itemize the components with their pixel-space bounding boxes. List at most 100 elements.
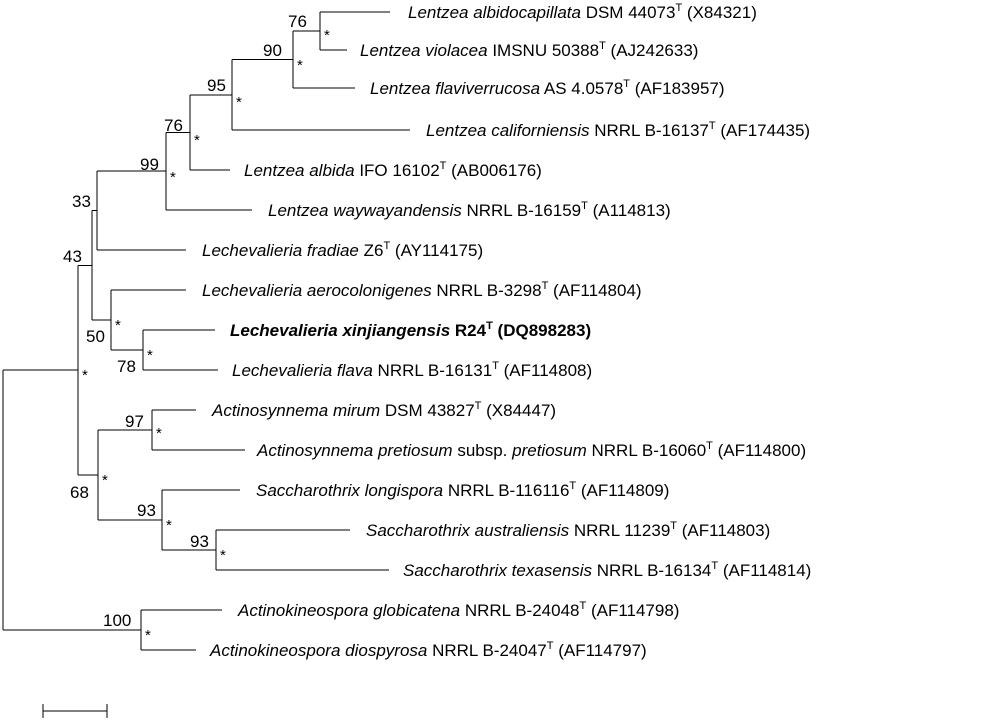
type-strain-marker: T [475, 400, 482, 412]
taxon-label: Lentzea violacea IMSNU 50388T (AJ242633) [360, 40, 698, 60]
taxon-accession: (AY114175) [390, 241, 483, 260]
taxon-label: Saccharothrix australiensis NRRL 11239T … [366, 520, 770, 540]
taxon-accession: (AF114808) [499, 361, 592, 380]
type-strain-marker: T [440, 160, 447, 172]
taxon-name: Lechevalieria fradiae [202, 241, 359, 260]
taxon-subspecies: pretiosum [511, 441, 587, 460]
taxon-strain: NRRL B-16134 [592, 561, 711, 580]
taxon-strain: DSM 43827 [380, 401, 475, 420]
node-star-marker: * [166, 517, 172, 534]
taxon-accession: (A114813) [588, 201, 671, 220]
taxon-name: Lentzea flaviverrucosa [370, 79, 540, 98]
taxon-label: Actinokineospora diospyrosa NRRL B-24047… [209, 640, 647, 660]
taxon-accession: (AF174435) [716, 121, 811, 140]
type-strain-marker: T [599, 40, 606, 52]
taxon-label: Lechevalieria aerocolonigenes NRRL B-329… [202, 280, 642, 300]
taxon-label: Actinokineospora globicatena NRRL B-2404… [237, 600, 679, 620]
taxon-name: Actinosynnema pretiosum [256, 441, 453, 460]
type-strain-marker: T [383, 240, 390, 252]
taxon-strain: R24 [450, 321, 486, 340]
taxon-label: Saccharothrix texasensis NRRL B-16134T (… [403, 560, 811, 580]
taxon-labels: Lentzea albidocapillata DSM 44073T (X843… [202, 2, 811, 660]
node-star-marker: * [115, 317, 121, 334]
node-star-marker: * [147, 347, 153, 364]
taxon-label: Lechevalieria flava NRRL B-16131T (AF114… [232, 360, 592, 380]
tree-branches [2, 11, 410, 651]
taxon-accession: (AF114803) [677, 521, 770, 540]
taxon-name: Lentzea californiensis [426, 121, 590, 140]
taxon-name: Lentzea violacea [360, 41, 488, 60]
type-strain-marker: T [711, 560, 718, 572]
bootstrap-value: 50 [86, 327, 105, 346]
bootstrap-value: 76 [164, 116, 183, 135]
node-star-marker: * [82, 367, 88, 384]
taxon-name: Saccharothrix longispora [256, 481, 443, 500]
bootstrap-value: 68 [70, 483, 89, 502]
taxon-label: Lentzea albida IFO 16102T (AB006176) [244, 160, 542, 180]
taxon-strain: NRRL B-16060 [587, 441, 706, 460]
taxon-strain: Z6 [359, 241, 384, 260]
bootstrap-value: 33 [72, 192, 91, 211]
type-strain-marker: T [670, 520, 677, 532]
taxon-rank: subsp. [453, 441, 513, 460]
taxon-name: Lentzea albidocapillata [408, 3, 581, 22]
node-star-marker: * [324, 27, 330, 44]
taxon-name: Saccharothrix texasensis [403, 561, 592, 580]
bootstrap-value: 78 [117, 357, 136, 376]
taxon-accession: (X84321) [682, 3, 757, 22]
type-strain-marker: T [709, 120, 716, 132]
bootstrap-value: 90 [263, 41, 282, 60]
taxon-name: Lentzea albida [244, 161, 355, 180]
taxon-label: Actinosynnema pretiosum subsp. pretiosum… [256, 440, 806, 460]
bootstrap-value: 93 [190, 532, 209, 551]
taxon-label: Lechevalieria fradiae Z6T (AY114175) [202, 240, 483, 260]
type-strain-marker: T [547, 640, 554, 652]
taxon-name: Actinosynnema mirum [211, 401, 380, 420]
taxon-strain: IMSNU 50388 [488, 41, 600, 60]
taxon-strain: NRRL B-24047 [427, 641, 546, 660]
taxon-label: Lechevalieria xinjiangensis R24T (DQ8982… [230, 320, 591, 340]
taxon-label: Lentzea albidocapillata DSM 44073T (X843… [408, 2, 757, 22]
node-star-marker: * [236, 94, 242, 111]
taxon-accession: (AB006176) [446, 161, 541, 180]
taxon-label: Lentzea waywayandensis NRRL B-16159T (A1… [268, 200, 671, 220]
taxon-accession: (X84447) [481, 401, 556, 420]
taxon-name: Lentzea waywayandensis [268, 201, 462, 220]
type-strain-marker: T [492, 360, 499, 372]
taxon-accession: (AJ242633) [606, 41, 699, 60]
taxon-strain: NRRL B-16131 [373, 361, 492, 380]
taxon-accession: (AF183957) [630, 79, 725, 98]
taxon-name: Lechevalieria xinjiangensis [230, 321, 450, 340]
node-star-marker: * [145, 627, 151, 644]
taxon-name: Lechevalieria aerocolonigenes [202, 281, 432, 300]
taxon-strain: NRRL B-24048 [460, 601, 579, 620]
node-star-marker: * [194, 132, 200, 149]
taxon-strain: NRRL B-16137 [589, 121, 708, 140]
bootstrap-value: 93 [137, 501, 156, 520]
taxon-accession: (AF114809) [576, 481, 669, 500]
node-star-marker: * [220, 547, 226, 564]
bootstrap-value: 99 [140, 155, 159, 174]
bootstrap-value: 76 [288, 12, 307, 31]
taxon-label: Lentzea californiensis NRRL B-16137T (AF… [426, 120, 810, 140]
taxon-name: Actinokineospora globicatena [237, 601, 460, 620]
taxon-accession: (AF114797) [553, 641, 646, 660]
taxon-accession: (AF114800) [713, 441, 806, 460]
node-markers: * * * * * * * * * * * * * [82, 27, 330, 644]
taxon-accession: (DQ898283) [493, 321, 591, 340]
type-strain-marker: T [542, 280, 549, 292]
type-strain-marker: T [675, 2, 682, 14]
type-strain-marker: T [579, 600, 586, 612]
taxon-strain: NRRL B-3298 [432, 281, 542, 300]
type-strain-marker: T [486, 320, 493, 332]
taxon-accession: (AF114798) [586, 601, 679, 620]
taxon-strain: DSM 44073 [581, 3, 676, 22]
type-strain-marker: T [569, 480, 576, 492]
taxon-label: Actinosynnema mirum DSM 43827T (X84447) [211, 400, 556, 420]
taxon-name: Actinokineospora diospyrosa [209, 641, 427, 660]
bootstrap-value: 95 [207, 76, 226, 95]
node-star-marker: * [102, 472, 108, 489]
bootstrap-value: 100 [103, 611, 131, 630]
node-star-marker: * [156, 425, 162, 442]
